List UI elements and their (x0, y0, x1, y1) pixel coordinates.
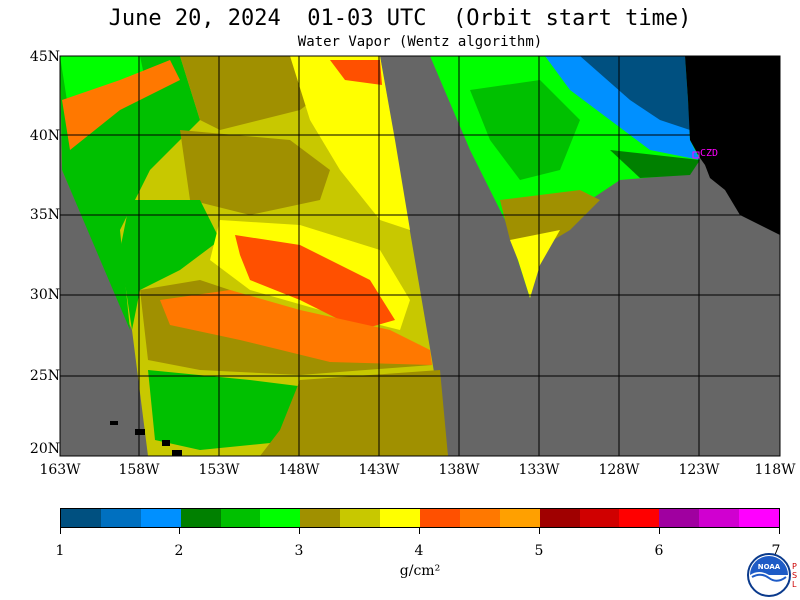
colorbar-tick-5 (539, 528, 540, 534)
colorbar-segment-18 (739, 509, 780, 527)
station-marker (692, 151, 700, 159)
colorbar (60, 508, 780, 528)
colorbar-label-7: 7 (771, 543, 781, 559)
psl-mark: P S L (792, 562, 797, 589)
station-czd: CZD (692, 148, 718, 159)
swath-west-olive-s (260, 370, 448, 456)
lat-label-25n: 25N (29, 368, 60, 384)
swath-west-orange-center (235, 235, 395, 330)
lon-label-123w: 123W (678, 462, 720, 478)
swath-west-orange-s (160, 290, 432, 365)
lon-label-138w: 138W (438, 462, 480, 478)
lon-label-158w: 158W (118, 462, 160, 478)
noaa-logo-icon: NOAA (747, 553, 791, 597)
colorbar-segment-5 (220, 509, 261, 527)
station-label: CZD (700, 148, 718, 159)
lat-label-40n: 40N (29, 128, 60, 144)
colorbar-segment-12 (499, 509, 540, 527)
lat-label-45n: 45N (29, 49, 60, 65)
island-3 (162, 440, 170, 446)
colorbar-segment-17 (699, 509, 740, 527)
swath-west-yellow-1 (290, 56, 410, 230)
colorbar-tick-6 (659, 528, 660, 534)
island-2 (135, 429, 145, 435)
swath-east-green-dark (470, 80, 580, 180)
island-4 (172, 450, 182, 456)
map-subtitle: Water Vapor (Wentz algorithm) (297, 34, 543, 50)
lon-label-163w: 163W (39, 462, 81, 478)
colorbar-tick-4 (419, 528, 420, 534)
noaa-logo-text: NOAA (758, 563, 781, 571)
swath-west-green-mid (120, 200, 220, 330)
swath-west-olive-2 (180, 130, 330, 215)
colorbar-tick-1 (60, 528, 61, 534)
land-north-america (685, 56, 780, 235)
colorbar-segment-7 (300, 509, 341, 527)
colorbar-segment-9 (380, 509, 421, 527)
swath-west-orange-n (330, 60, 382, 85)
colorbar-label-3: 3 (294, 543, 304, 559)
lat-label-20n: 20N (29, 441, 60, 457)
colorbar-label-5: 5 (534, 543, 544, 559)
colorbar-label-6: 6 (654, 543, 664, 559)
psl-letter-s: S (792, 571, 798, 580)
colorbar-segment-10 (420, 509, 460, 527)
psl-letter-l: L (792, 580, 797, 589)
map-title: June 20, 2024 01-03 UTC (Orbit start tim… (108, 6, 692, 31)
colorbar-segment-15 (619, 509, 660, 527)
lon-label-153w: 153W (198, 462, 240, 478)
lat-label-35n: 35N (29, 207, 60, 223)
lon-label-143w: 143W (358, 462, 400, 478)
colorbar-label-1: 1 (55, 543, 65, 559)
swath-east-olive (500, 190, 600, 245)
island-1 (110, 421, 118, 425)
colorbar-segment-8 (340, 509, 381, 527)
water-vapor-map: CZD (59, 55, 781, 457)
colorbar-segment-4 (180, 509, 221, 527)
colorbar-tick-2 (179, 528, 180, 534)
hawaii-islands (110, 421, 182, 456)
colorbar-segment-16 (659, 509, 700, 527)
colorbar-tick-3 (299, 528, 300, 534)
colorbar-segment-13 (539, 509, 580, 527)
swath-west-orange-nw (62, 60, 180, 150)
colorbar-label-4: 4 (414, 543, 424, 559)
lat-label-30n: 30N (29, 287, 60, 303)
lon-label-148w: 148W (278, 462, 320, 478)
swath-east (430, 56, 700, 298)
swath-east-yellow-tip (510, 230, 560, 298)
colorbar-segment-2 (100, 509, 141, 527)
swath-east-green-coast (610, 150, 700, 178)
colorbar-segment-14 (579, 509, 620, 527)
colorbar-segment-6 (260, 509, 301, 527)
map-grid (59, 55, 781, 457)
colorbar-unit: g/cm² (399, 563, 441, 579)
swath-west (60, 56, 448, 456)
lon-label-118w: 118W (754, 462, 796, 478)
colorbar-tick-7 (779, 528, 780, 534)
swath-east-dark-blue (580, 56, 690, 130)
colorbar-segment-1 (61, 509, 101, 527)
colorbar-segment-3 (140, 509, 181, 527)
lon-label-133w: 133W (518, 462, 560, 478)
lon-label-128w: 128W (598, 462, 640, 478)
colorbar-segment-11 (459, 509, 500, 527)
colorbar-label-2: 2 (174, 543, 184, 559)
psl-letter-p: P (792, 562, 797, 571)
